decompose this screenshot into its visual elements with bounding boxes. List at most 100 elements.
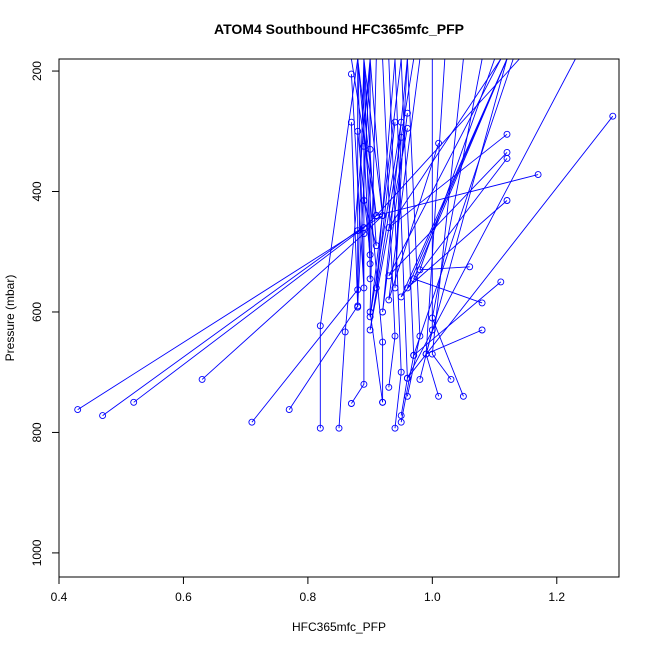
series-line-41 xyxy=(369,59,402,317)
data-point xyxy=(403,392,411,400)
data-point xyxy=(416,375,424,383)
series-line-40 xyxy=(375,59,396,288)
x-tick-label: 1.0 xyxy=(424,590,441,604)
series-line-9 xyxy=(351,59,365,404)
data-point xyxy=(372,242,380,250)
data-point xyxy=(366,308,374,316)
data-point xyxy=(391,284,399,292)
series-line-25 xyxy=(400,59,508,298)
series-line-11 xyxy=(369,59,384,403)
data-point xyxy=(366,275,374,283)
data-point xyxy=(416,266,424,274)
data-point xyxy=(366,145,374,153)
y-axis-label: Pressure (mbar) xyxy=(3,275,17,362)
data-point xyxy=(422,350,430,358)
x-axis: 0.4 0.6 0.8 1.0 1.2 xyxy=(51,576,565,604)
data-point xyxy=(354,227,362,235)
data-point xyxy=(354,286,362,294)
data-point xyxy=(534,171,542,179)
series-line-22 xyxy=(413,59,508,304)
data-point xyxy=(391,332,399,340)
x-tick-label: 0.8 xyxy=(300,590,317,604)
x-tick-label: 0.6 xyxy=(175,590,192,604)
data-point xyxy=(316,322,324,330)
series-line-29 xyxy=(374,59,539,217)
data-point xyxy=(360,142,368,150)
data-point xyxy=(366,260,374,268)
data-point xyxy=(416,332,424,340)
data-point xyxy=(385,272,393,280)
series-line-8 xyxy=(338,59,371,429)
data-point xyxy=(435,139,443,147)
data-point xyxy=(497,278,505,286)
plot-area xyxy=(74,59,617,432)
x-tick-label: 1.2 xyxy=(548,590,565,604)
data-point xyxy=(397,133,405,141)
data-point xyxy=(428,326,436,334)
x-axis-label: HFC365mfc_PFP xyxy=(292,620,386,634)
data-point xyxy=(354,127,362,135)
data-point xyxy=(354,303,362,311)
y-tick-label: 400 xyxy=(30,181,44,201)
series-line-30 xyxy=(407,59,614,379)
data-point xyxy=(366,251,374,259)
series-line-12 xyxy=(382,59,396,388)
data-point xyxy=(341,328,349,336)
data-point xyxy=(248,418,256,426)
x-tick-label: 0.4 xyxy=(51,590,68,604)
data-point xyxy=(403,109,411,117)
data-point xyxy=(316,424,324,432)
data-point xyxy=(403,284,411,292)
data-point xyxy=(347,400,355,407)
y-tick-label: 800 xyxy=(30,422,44,442)
data-point xyxy=(397,412,405,420)
y-tick-label: 1000 xyxy=(30,539,44,566)
data-point xyxy=(379,398,387,406)
data-point xyxy=(459,392,467,400)
data-point xyxy=(347,70,355,78)
data-point xyxy=(397,368,405,376)
data-point xyxy=(397,293,405,301)
series-line-31 xyxy=(388,59,440,301)
points-group xyxy=(74,70,617,432)
series-line-10 xyxy=(357,59,384,403)
series-line-28 xyxy=(412,59,514,357)
data-point xyxy=(403,124,411,132)
series-line-19 xyxy=(431,59,464,380)
data-point xyxy=(410,351,418,359)
data-point xyxy=(74,406,82,414)
data-point xyxy=(347,118,355,126)
data-point xyxy=(198,375,206,383)
data-point xyxy=(478,326,486,334)
series-line-21 xyxy=(419,59,496,271)
data-point xyxy=(379,308,387,316)
data-point xyxy=(372,284,380,292)
series-line-34 xyxy=(350,59,359,308)
series-line-13 xyxy=(388,59,402,429)
data-point xyxy=(503,130,511,138)
series-line-33 xyxy=(369,59,415,331)
series-group xyxy=(77,59,614,429)
data-point xyxy=(360,380,368,388)
data-point xyxy=(428,314,436,322)
data-point xyxy=(503,148,511,156)
data-point xyxy=(447,375,455,383)
data-point xyxy=(478,299,486,307)
series-line-20 xyxy=(431,59,483,397)
chart-title: ATOM4 Southbound HFC365mfc_PFP xyxy=(214,21,464,37)
data-point xyxy=(372,212,380,220)
data-point xyxy=(397,118,405,126)
data-point xyxy=(366,313,374,321)
data-point xyxy=(397,418,405,426)
series-line-24 xyxy=(406,59,508,289)
data-point xyxy=(360,197,368,204)
series-line-35 xyxy=(350,59,365,288)
data-point xyxy=(360,284,368,292)
data-point xyxy=(391,424,399,432)
series-line-39 xyxy=(363,59,377,246)
data-point xyxy=(503,197,511,204)
y-tick-label: 200 xyxy=(30,61,44,81)
